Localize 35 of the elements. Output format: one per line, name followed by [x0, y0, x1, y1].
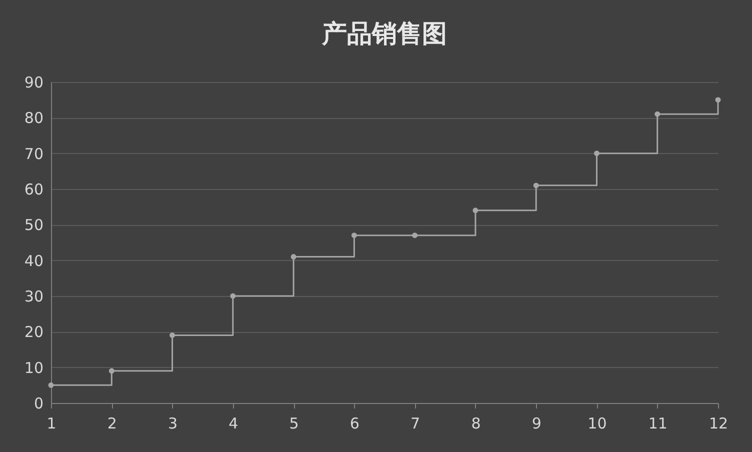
y-tick-label: 90	[24, 74, 44, 92]
x-tick-label: 4	[228, 414, 238, 432]
point	[108, 368, 114, 374]
y-tick-label: 10	[24, 358, 44, 377]
x-tick-label: 12	[708, 414, 728, 432]
y-tick-label: 0	[34, 394, 44, 412]
x-tick-label: 3	[168, 414, 178, 432]
point	[472, 208, 478, 214]
y-tick-label: 50	[24, 216, 44, 234]
chart-title: 产品销售图	[321, 19, 447, 48]
y-tick-label: 60	[24, 180, 44, 198]
y-tick-label: 20	[24, 323, 44, 342]
x-tick-label: 1	[46, 414, 56, 432]
y-tick-label: 40	[24, 252, 44, 270]
y-tick-label: 70	[24, 144, 44, 163]
x-tick-label: 2	[107, 414, 117, 432]
x-tick-label: 9	[532, 414, 542, 432]
point	[351, 232, 357, 238]
y-tick-label: 80	[24, 109, 44, 128]
x-tick-label: 7	[410, 414, 420, 432]
point	[48, 382, 54, 388]
x-tick-label: 10	[588, 414, 607, 432]
x-tick-label: 6	[350, 414, 360, 432]
point	[533, 182, 539, 188]
point	[654, 111, 660, 117]
y-tick-label: 30	[24, 288, 44, 306]
point	[170, 332, 176, 338]
point	[715, 97, 721, 103]
point	[412, 232, 418, 238]
x-tick-label: 5	[289, 414, 299, 432]
x-tick-label: 11	[648, 414, 668, 432]
point	[290, 254, 296, 260]
x-tick-label: 8	[471, 414, 481, 432]
point	[230, 293, 236, 299]
point	[594, 150, 600, 156]
